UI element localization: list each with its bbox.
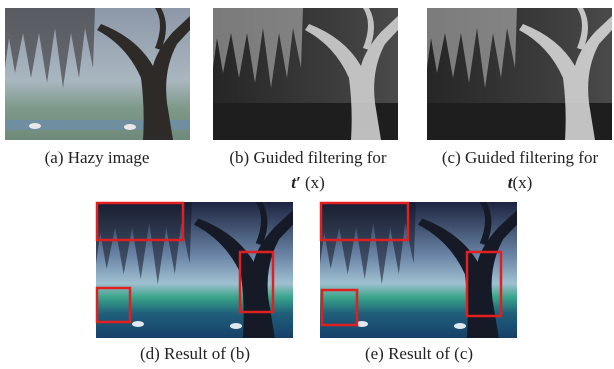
image-result-e [320,202,517,338]
caption: (a) Hazy image [45,148,150,167]
argument: (x) [305,173,325,192]
caption-formula: t(x) [508,173,533,192]
caption: (b) Guided filtering for [229,148,387,167]
page: (a) Hazy image (b) Guided filtering for … [0,0,614,369]
image-result-d [96,202,293,338]
symbol: t′ [291,173,301,192]
image-hazy [5,8,190,140]
caption-formula: t′ (x) [291,173,325,192]
caption: (d) Result of (b) [140,344,250,363]
caption: (c) Guided filtering for [442,148,599,167]
image-transmission-c [427,8,612,140]
caption: (e) Result of (c) [365,344,473,363]
figure: (a) Hazy image (b) Guided filtering for … [0,0,614,369]
argument: (x) [512,173,532,192]
image-transmission-b [213,8,398,140]
